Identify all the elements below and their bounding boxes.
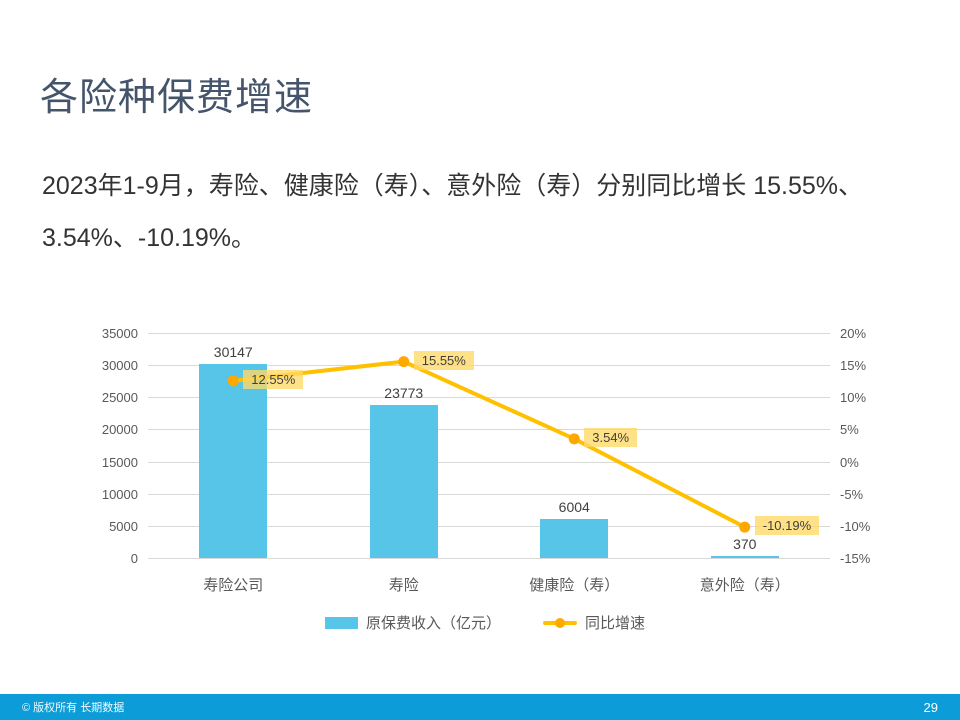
gridline (148, 525, 830, 527)
line-series-swatch (543, 617, 577, 629)
gridline (148, 365, 830, 367)
x-axis-label-意外险（寿）: 意外险（寿） (699, 577, 790, 594)
line-marker (568, 433, 580, 445)
y-axis-tick-left: 30000 (101, 358, 138, 374)
y-axis-tick-left: 0 (130, 551, 138, 566)
footer-bar: © 版权所有 长期数据 29 (0, 694, 960, 720)
legend-label-yoy-growth: 同比增速 (585, 615, 646, 632)
gridline (148, 558, 830, 559)
line-marker (227, 375, 239, 387)
legend-item-premium-income: 原保费收入（亿元） (324, 612, 501, 633)
page-number: 29 (923, 699, 938, 715)
gridline (148, 493, 830, 495)
line-swatch-marker (555, 617, 565, 628)
y-axis-tick-right: 20% (840, 326, 867, 341)
x-axis-label-健康险（寿）: 健康险（寿） (529, 577, 620, 594)
bar-value-label: 30147 (213, 344, 253, 361)
legend-item-yoy-growth: 同比增速 (543, 612, 645, 633)
y-axis-tick-right: -10% (840, 518, 871, 534)
bar-series-swatch (324, 616, 358, 629)
line-path (231, 359, 747, 530)
line-marker (398, 356, 410, 368)
y-axis-tick-left: 10000 (101, 486, 138, 502)
y-axis-tick-right: 5% (840, 422, 859, 438)
body-line-1: 2023年1-9月，寿险、健康险（寿）、意外险（寿）分别同比增长 15.55%、 (42, 172, 863, 200)
y-axis-tick-right: 15% (840, 358, 867, 374)
bar-value-label: 370 (733, 535, 757, 552)
body-paragraph: 2023年1-9月，寿险、健康险（寿）、意外险（寿）分别同比增长 15.55%、… (42, 160, 932, 264)
chart-legend: 原保费收入（亿元） 同比增速 (90, 612, 880, 633)
legend-label-premium-income: 原保费收入（亿元） (365, 615, 501, 632)
copyright-text: © 版权所有 长期数据 (22, 702, 125, 714)
bar-value-label: 6004 (558, 499, 590, 516)
x-axis-label-寿险公司: 寿险公司 (203, 577, 264, 594)
gridline (148, 429, 830, 431)
y-axis-tick-left: 5000 (109, 518, 138, 534)
line-marker (739, 521, 751, 533)
bar-健康险（寿） (540, 519, 609, 558)
gridline (148, 461, 830, 463)
y-axis-tick-right: -5% (840, 486, 864, 502)
gridline (148, 333, 830, 334)
y-axis-tick-left: 20000 (101, 422, 138, 438)
y-axis-tick-left: 35000 (101, 326, 138, 341)
line-value-label: -10.19% (754, 516, 820, 536)
bar-寿险公司 (199, 364, 268, 558)
yoy-growth-line (227, 356, 751, 533)
y-axis-tick-left: 25000 (101, 390, 138, 406)
line-value-label: 12.55% (243, 369, 304, 389)
x-axis-label-寿险: 寿险 (388, 577, 419, 594)
y-axis-tick-left: 15000 (101, 454, 138, 470)
line-value-label: 15.55% (413, 350, 474, 370)
bar-value-label: 23773 (384, 385, 424, 402)
combo-chart: 原保费收入（亿元） 同比增速 0 -15% 5000 -10% 10000 -5% 1500… (90, 315, 880, 660)
body-line-2: 3.54%、-10.19%。 (42, 224, 257, 252)
y-axis-tick-right: 10% (840, 390, 867, 406)
gridline (148, 397, 830, 399)
line-value-label: 3.54% (584, 427, 638, 447)
y-axis-tick-right: -15% (840, 551, 871, 566)
y-axis-tick-right: 0% (840, 454, 859, 470)
bar-寿险 (369, 405, 438, 558)
page-title: 各险种保费增速 (40, 77, 314, 119)
bar-意外险（寿） (710, 555, 779, 558)
